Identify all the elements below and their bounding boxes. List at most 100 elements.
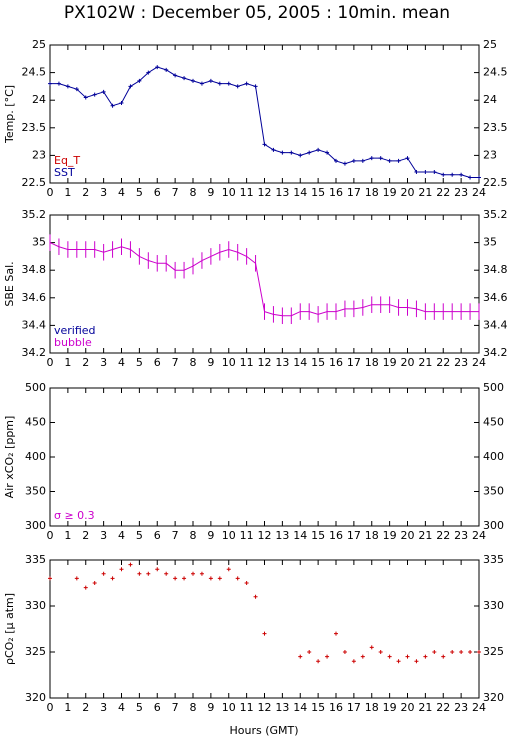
data-point [450, 172, 455, 177]
data-point [342, 650, 347, 654]
x-tick-label: 5 [136, 529, 143, 542]
data-point [164, 67, 169, 72]
x-tick-label: 3 [100, 356, 107, 369]
x-tick-label: 12 [258, 186, 272, 199]
x-tick-label: 2 [82, 529, 89, 542]
data-point [441, 172, 446, 177]
data-point [119, 567, 124, 572]
x-tick-label: 9 [207, 186, 214, 199]
data-point [432, 650, 437, 654]
data-point [351, 659, 356, 664]
x-tick-label: 15 [311, 701, 325, 714]
data-point [191, 78, 195, 83]
x-tick-label: 2 [82, 356, 89, 369]
y-tick-label-right: 24.5 [483, 66, 508, 79]
x-tick-label: 24 [472, 701, 486, 714]
x-tick-label: 10 [222, 701, 236, 714]
x-tick-label: 18 [365, 356, 379, 369]
data-point [65, 84, 70, 89]
x-tick-label: 15 [311, 186, 325, 199]
data-point [217, 576, 222, 581]
x-tick-label: 24 [472, 356, 486, 369]
plot-frame [49, 387, 480, 527]
data-point [235, 576, 240, 581]
data-point [253, 84, 258, 89]
y-axis-label: ρCO₂ [μ atm] [3, 593, 16, 665]
data-point [235, 84, 240, 89]
data-point [316, 659, 321, 664]
y-axis-label: Air xCO₂ [ppm] [3, 416, 16, 499]
data-point [351, 158, 356, 163]
data-point [208, 78, 213, 83]
data-point [432, 169, 437, 174]
y-tick-label-right: 325 [483, 645, 504, 658]
y-tick-label: 350 [25, 485, 46, 498]
x-tick-label: 0 [47, 529, 54, 542]
data-point [101, 571, 106, 576]
data-point [56, 81, 61, 86]
data-point [253, 594, 258, 599]
y-tick-label-right: 35.2 [483, 208, 508, 221]
x-tick-label: 24 [472, 186, 486, 199]
x-tick-label: 7 [172, 186, 179, 199]
data-point [191, 571, 195, 576]
legend-entry: bubble [54, 336, 92, 349]
data-point [173, 576, 178, 581]
y-tick-label-right: 350 [483, 485, 504, 498]
data-point [217, 81, 222, 86]
data-point [244, 81, 249, 86]
x-tick-label: 13 [275, 701, 289, 714]
x-tick-label: 20 [401, 356, 415, 369]
x-tick-label: 17 [347, 701, 361, 714]
data-point [468, 175, 473, 180]
x-tick-label: 4 [118, 186, 125, 199]
y-tick-label-right: 500 [483, 381, 504, 394]
data-point [262, 142, 267, 147]
y-tick-label: 325 [25, 645, 46, 658]
y-tick-label-right: 35 [483, 236, 497, 249]
data-point [369, 156, 374, 161]
y-tick-label: 450 [25, 416, 46, 429]
data-point [360, 158, 365, 163]
y-tick-label: 500 [25, 381, 46, 394]
x-tick-label: 4 [118, 529, 125, 542]
y-tick-label: 34.2 [22, 346, 47, 359]
plot-frame [49, 44, 480, 184]
x-tick-label: 14 [293, 529, 307, 542]
x-tick-label: 19 [383, 356, 397, 369]
data-point [155, 567, 160, 572]
x-tick-label: 13 [275, 186, 289, 199]
x-tick-label: 19 [383, 529, 397, 542]
data-point [307, 650, 312, 654]
x-tick-label: 13 [275, 529, 289, 542]
y-tick-label-right: 320 [483, 691, 504, 704]
plot-frame [49, 214, 480, 354]
chart-title: PX102W : December 05, 2005 : 10min. mean [64, 3, 450, 23]
x-tick-label: 16 [329, 356, 343, 369]
x-tick-label: 20 [401, 701, 415, 714]
y-tick-label: 23 [32, 148, 46, 161]
x-tick-label: 9 [207, 701, 214, 714]
x-tick-label: 17 [347, 356, 361, 369]
y-tick-label-right: 450 [483, 416, 504, 429]
x-tick-label: 7 [172, 701, 179, 714]
data-point [110, 103, 115, 108]
data-point [262, 631, 267, 636]
y-tick-label: 34.4 [22, 318, 47, 331]
x-tick-label: 20 [401, 186, 415, 199]
data-point [137, 571, 142, 576]
x-tick-label: 1 [64, 529, 71, 542]
y-tick-label: 24 [32, 93, 46, 106]
data-point [325, 150, 330, 155]
x-tick-label: 6 [154, 356, 161, 369]
y-tick-label: 23.5 [22, 121, 47, 134]
data-point [74, 87, 79, 92]
x-axis-label: Hours (GMT) [229, 724, 298, 737]
data-point [468, 650, 473, 654]
x-tick-label: 4 [118, 701, 125, 714]
x-tick-label: 15 [311, 529, 325, 542]
data-point [477, 650, 481, 654]
y-tick-label: 400 [25, 450, 46, 463]
x-tick-label: 1 [64, 701, 71, 714]
